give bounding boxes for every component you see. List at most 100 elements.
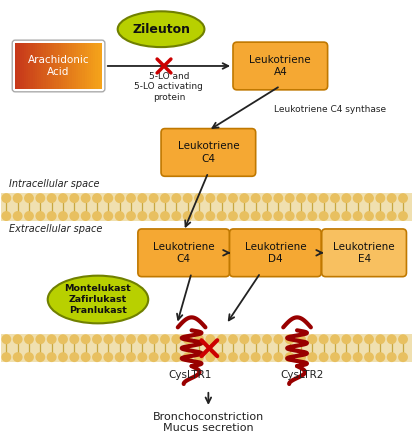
Circle shape: [307, 193, 317, 203]
Circle shape: [364, 334, 374, 344]
Circle shape: [194, 334, 204, 344]
Circle shape: [217, 334, 226, 344]
Circle shape: [24, 334, 34, 344]
FancyBboxPatch shape: [95, 43, 98, 89]
FancyBboxPatch shape: [80, 43, 83, 89]
FancyBboxPatch shape: [39, 43, 42, 89]
Text: Leukotriene C4 synthase: Leukotriene C4 synthase: [274, 105, 386, 114]
Circle shape: [398, 352, 408, 362]
Circle shape: [353, 211, 363, 221]
FancyBboxPatch shape: [69, 43, 72, 89]
Text: Extracellular space: Extracellular space: [9, 224, 103, 234]
FancyBboxPatch shape: [15, 43, 18, 89]
FancyBboxPatch shape: [35, 43, 38, 89]
Circle shape: [1, 193, 11, 203]
Circle shape: [375, 211, 385, 221]
Circle shape: [285, 211, 294, 221]
Circle shape: [24, 352, 34, 362]
Circle shape: [58, 211, 68, 221]
FancyBboxPatch shape: [18, 43, 20, 89]
Text: Arachidonic
Acid: Arachidonic Acid: [28, 55, 89, 77]
Circle shape: [274, 352, 283, 362]
Circle shape: [58, 193, 68, 203]
Circle shape: [319, 211, 329, 221]
Text: Leukotriene
E4: Leukotriene E4: [333, 242, 395, 264]
Circle shape: [160, 352, 170, 362]
Circle shape: [194, 211, 204, 221]
Text: Intracellular space: Intracellular space: [9, 179, 100, 189]
Circle shape: [319, 352, 329, 362]
Circle shape: [262, 352, 272, 362]
Circle shape: [47, 211, 57, 221]
FancyBboxPatch shape: [37, 43, 40, 89]
Circle shape: [353, 334, 363, 344]
Ellipse shape: [118, 11, 204, 47]
FancyBboxPatch shape: [61, 43, 63, 89]
Circle shape: [296, 352, 306, 362]
Circle shape: [1, 334, 11, 344]
FancyBboxPatch shape: [74, 43, 76, 89]
Circle shape: [251, 352, 261, 362]
Circle shape: [364, 193, 374, 203]
Circle shape: [375, 193, 385, 203]
Circle shape: [81, 211, 90, 221]
Text: Montelukast
Zafirlukast
Pranlukast: Montelukast Zafirlukast Pranlukast: [65, 284, 131, 315]
Circle shape: [217, 352, 226, 362]
Circle shape: [251, 334, 261, 344]
Circle shape: [262, 334, 272, 344]
Circle shape: [353, 352, 363, 362]
Circle shape: [92, 211, 102, 221]
FancyBboxPatch shape: [20, 43, 22, 89]
Circle shape: [35, 193, 45, 203]
Circle shape: [137, 334, 147, 344]
Circle shape: [126, 211, 136, 221]
Circle shape: [239, 193, 249, 203]
Circle shape: [342, 352, 351, 362]
FancyBboxPatch shape: [54, 43, 57, 89]
Circle shape: [1, 211, 11, 221]
FancyBboxPatch shape: [58, 43, 61, 89]
Circle shape: [47, 193, 57, 203]
FancyBboxPatch shape: [100, 43, 103, 89]
Circle shape: [398, 193, 408, 203]
Circle shape: [115, 193, 125, 203]
FancyBboxPatch shape: [161, 129, 256, 176]
Circle shape: [81, 352, 90, 362]
Ellipse shape: [48, 276, 148, 324]
Circle shape: [69, 352, 79, 362]
Circle shape: [307, 334, 317, 344]
FancyBboxPatch shape: [87, 43, 89, 89]
Circle shape: [126, 352, 136, 362]
Circle shape: [228, 352, 238, 362]
Circle shape: [319, 334, 329, 344]
Circle shape: [58, 352, 68, 362]
FancyBboxPatch shape: [43, 43, 46, 89]
Circle shape: [160, 211, 170, 221]
Circle shape: [149, 193, 158, 203]
FancyBboxPatch shape: [56, 43, 59, 89]
Circle shape: [103, 211, 113, 221]
Circle shape: [69, 193, 79, 203]
Text: Mucus secretion: Mucus secretion: [163, 423, 254, 433]
Circle shape: [307, 352, 317, 362]
Circle shape: [137, 352, 147, 362]
Circle shape: [69, 211, 79, 221]
Circle shape: [330, 211, 340, 221]
Circle shape: [228, 211, 238, 221]
FancyBboxPatch shape: [48, 43, 50, 89]
Circle shape: [330, 193, 340, 203]
Circle shape: [330, 352, 340, 362]
Circle shape: [375, 352, 385, 362]
Circle shape: [387, 352, 397, 362]
Circle shape: [115, 334, 125, 344]
FancyBboxPatch shape: [83, 43, 85, 89]
Text: 5-LO and
5-LO activating
protein: 5-LO and 5-LO activating protein: [135, 72, 203, 102]
Circle shape: [342, 193, 351, 203]
Circle shape: [274, 193, 283, 203]
Circle shape: [103, 334, 113, 344]
Circle shape: [24, 211, 34, 221]
FancyBboxPatch shape: [50, 43, 53, 89]
Circle shape: [239, 352, 249, 362]
FancyBboxPatch shape: [65, 43, 68, 89]
Circle shape: [35, 352, 45, 362]
